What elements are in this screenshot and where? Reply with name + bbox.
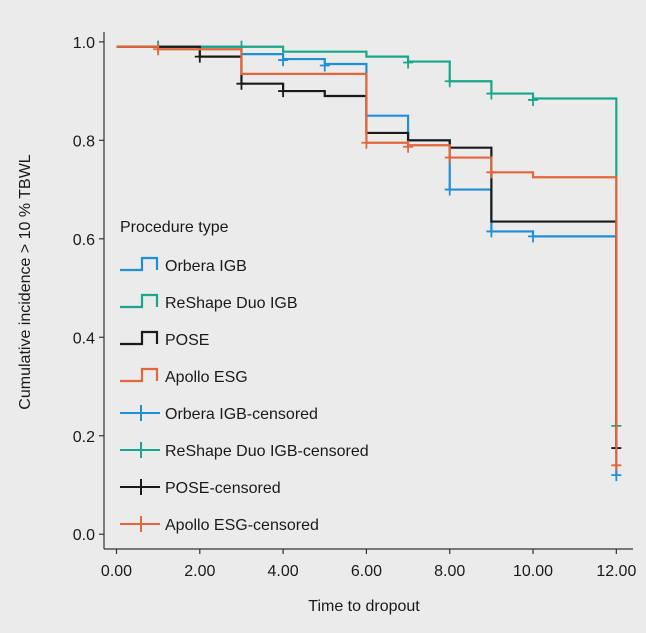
x-tick-label: 4.00 xyxy=(268,563,299,580)
axes xyxy=(103,32,633,550)
censor-mark-orbera-igb xyxy=(278,54,289,67)
censor-mark-pose xyxy=(278,85,289,98)
legend-step-swatch xyxy=(120,330,159,346)
censor-mark-reshape-duo-igb xyxy=(403,56,414,69)
legend-censor-swatch xyxy=(120,516,160,532)
legend-step-swatch xyxy=(120,256,159,272)
y-tick-label: 0.2 xyxy=(73,429,95,446)
y-tick-label: 0.6 xyxy=(73,232,95,249)
legend-label: POSE xyxy=(165,332,209,349)
y-axis-title: Cumulative incidence > 10 % TBWL xyxy=(17,154,34,409)
legend-title: Procedure type xyxy=(120,219,229,236)
legend-label: Apollo ESG-censored xyxy=(165,517,319,534)
censor-mark-apollo-esg xyxy=(153,43,164,56)
censor-mark-apollo-esg xyxy=(444,151,455,164)
legend-censor-swatch xyxy=(120,405,160,421)
legend-label: ReShape Duo IGB-censored xyxy=(165,443,369,460)
x-tick-label: 6.00 xyxy=(351,563,382,580)
series-line-orbera-igb xyxy=(116,45,618,476)
legend-label: Orbera IGB-censored xyxy=(165,406,318,423)
censor-mark-reshape-duo-igb xyxy=(444,75,455,88)
censor-mark-reshape-duo-igb xyxy=(486,87,497,100)
y-tick-label: 0.0 xyxy=(73,527,95,544)
censor-mark-orbera-igb xyxy=(528,230,539,243)
legend-step-swatch xyxy=(120,367,159,383)
censor-mark-reshape-duo-igb xyxy=(528,93,539,106)
censor-mark-pose xyxy=(194,50,205,63)
series-line-pose xyxy=(116,45,618,449)
legend-censor-swatch xyxy=(120,479,160,495)
legend-label: ReShape Duo IGB xyxy=(165,295,298,312)
x-tick-label: 12.00 xyxy=(596,563,636,580)
series-layer xyxy=(116,40,622,482)
legend: Procedure type Orbera IGB ReShape Duo IGB P… xyxy=(120,219,369,534)
censor-mark-apollo-esg xyxy=(361,136,372,149)
y-tick-label: 1.0 xyxy=(73,35,95,52)
censor-mark-apollo-esg xyxy=(611,459,622,472)
censor-mark-apollo-esg xyxy=(403,140,414,153)
x-tick-label: 0.00 xyxy=(101,563,132,580)
ticks: 0.0 0.2 0.4 0.6 0.8 1.0 0.00 2.00 4.00 6.00 8.00 10… xyxy=(73,35,637,580)
censor-mark-orbera-igb xyxy=(319,59,330,72)
series-line-apollo-esg xyxy=(116,45,618,466)
legend-step-swatch xyxy=(120,293,159,309)
censor-mark-orbera-igb xyxy=(444,183,455,196)
legend-label: Apollo ESG xyxy=(165,369,248,386)
censor-mark-pose xyxy=(236,77,247,90)
y-tick-label: 0.4 xyxy=(73,330,95,347)
x-tick-label: 8.00 xyxy=(434,563,465,580)
censor-mark-apollo-esg xyxy=(486,166,497,179)
legend-label: Orbera IGB xyxy=(165,258,247,275)
legend-censor-swatch xyxy=(120,442,160,458)
x-tick-label: 10.00 xyxy=(513,563,553,580)
legend-label: POSE-censored xyxy=(165,480,281,497)
y-tick-label: 0.8 xyxy=(73,133,95,150)
x-tick-label: 2.00 xyxy=(184,563,215,580)
censor-mark-orbera-igb xyxy=(486,225,497,238)
x-axis-title: Time to dropout xyxy=(308,598,420,615)
